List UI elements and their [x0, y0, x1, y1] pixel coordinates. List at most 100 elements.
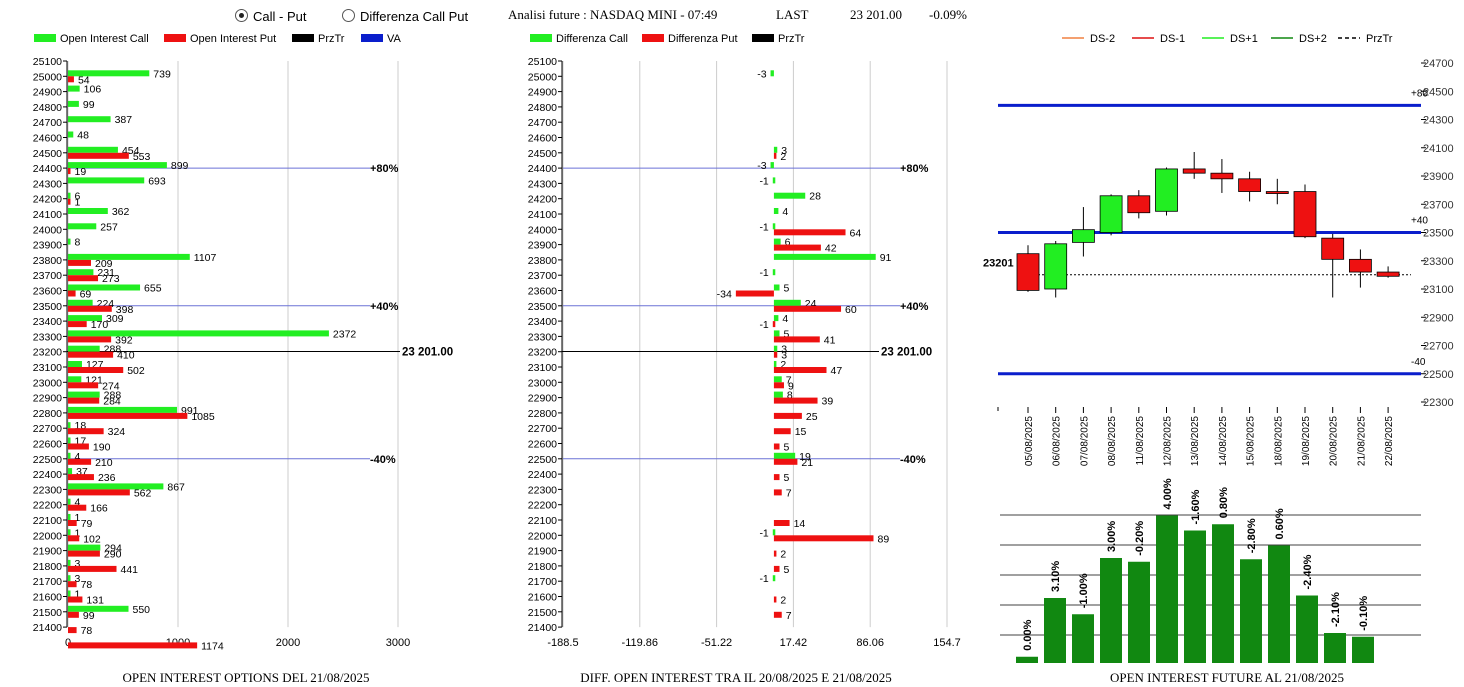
- bar-value-label: 5: [784, 564, 790, 576]
- bar-value-label: 3: [781, 145, 787, 157]
- bar: [770, 162, 774, 169]
- y-tick-label: 23700: [1423, 199, 1454, 211]
- bar-value-label: 78: [81, 579, 93, 591]
- y-tick-label: 22200: [528, 500, 557, 512]
- bar-value-label: 7: [786, 487, 792, 499]
- bar-value-label: 106: [84, 84, 102, 96]
- bar: [773, 229, 846, 236]
- bar: [773, 351, 778, 358]
- bar-value-label: 2: [780, 549, 786, 561]
- legend-label: PrzTr: [1366, 33, 1393, 45]
- y-tick-label: 25000: [33, 71, 62, 83]
- y-tick-label: 24000: [528, 224, 557, 236]
- bar-value-label: 693: [148, 175, 166, 187]
- bar: [1352, 636, 1374, 663]
- y-tick-label: 24200: [33, 194, 62, 206]
- bar-value-label: -0.20%: [1134, 521, 1146, 556]
- bar: [68, 581, 77, 588]
- x-tick-label: 154.7: [933, 637, 961, 649]
- bar: [68, 452, 71, 459]
- radio-differenza-label: Differenza Call Put: [360, 9, 469, 24]
- bar: [68, 345, 100, 352]
- bar-value-label: 64: [850, 227, 862, 239]
- bar: [68, 498, 71, 505]
- y-tick-label: 22400: [33, 469, 62, 481]
- bar: [772, 529, 776, 536]
- bar-value-label: -1.60%: [1190, 489, 1202, 524]
- radio-unselected-icon: [342, 9, 355, 22]
- bar-value-label: 7: [786, 610, 792, 622]
- bar: [1184, 530, 1206, 663]
- oi-diff-chart: Differenza Call Differenza Put PrzTr -188.5…: [528, 33, 961, 685]
- radio-call-put[interactable]: Call - Put: [235, 9, 306, 24]
- legend-label: Open Interest Call: [60, 33, 149, 45]
- bar-value-label: 502: [127, 365, 145, 377]
- bar: [68, 152, 129, 159]
- bar-value-label: -2.10%: [1330, 592, 1342, 627]
- bar-value-label: 257: [100, 221, 118, 233]
- bar: [68, 315, 102, 322]
- bar-value-label: 5: [784, 328, 790, 340]
- bar: [773, 535, 874, 542]
- x-tick-label: 06/08/2025: [1052, 416, 1063, 466]
- bar: [773, 305, 842, 312]
- y-tick-label: 22500: [1423, 369, 1454, 381]
- bar: [68, 458, 92, 465]
- legend-swatch: [164, 34, 186, 42]
- y-tick-label: 23300: [528, 331, 557, 343]
- candle-body: [1265, 191, 1289, 194]
- bar-value-label: 294: [104, 543, 122, 555]
- y-tick-label: 21400: [33, 622, 62, 634]
- bar-value-label: 3: [781, 350, 787, 362]
- legend-label: PrzTr: [778, 33, 805, 45]
- bar-value-label: 324: [108, 426, 126, 438]
- price-label: 23201: [983, 258, 1014, 270]
- y-tick-label: 24400: [33, 163, 62, 175]
- last-change: -0.09%: [929, 7, 967, 22]
- radio-selected-icon: [235, 9, 248, 22]
- y-tick-label: 22800: [33, 408, 62, 420]
- legend-swatch: [361, 34, 383, 42]
- bar-value-label: 739: [153, 68, 171, 80]
- bar: [1072, 614, 1094, 663]
- bar-value-label: 3.10%: [1050, 561, 1062, 592]
- x-tick-label: 86.06: [856, 637, 884, 649]
- bar-value-label: 1107: [194, 252, 217, 264]
- bar-value-label: -0.10%: [1358, 596, 1370, 631]
- y-tick-label: 22100: [528, 515, 557, 527]
- legend-label: DS+1: [1230, 33, 1258, 45]
- candlestick-chart: DS-2 DS-1 DS+1 DS+2 PrzTr 24700 24500 24300 2410…: [983, 33, 1454, 466]
- bar: [773, 452, 796, 459]
- y-tick-label: 24100: [528, 209, 557, 221]
- y-tick-label: 23200: [528, 347, 557, 359]
- bar: [773, 489, 782, 496]
- radio-differenza[interactable]: Differenza Call Put: [342, 9, 468, 24]
- y-tick-label: 24700: [1423, 58, 1454, 70]
- bar: [773, 146, 778, 153]
- x-tick-label: 20/08/2025: [1329, 416, 1340, 466]
- bar-value-label: 78: [81, 625, 93, 637]
- x-tick-label: -188.5: [547, 637, 578, 649]
- bar-value-label: 550: [133, 604, 151, 616]
- va-label: +40%: [370, 301, 399, 313]
- bar: [68, 559, 71, 566]
- bar-value-label: 24: [805, 298, 817, 310]
- bar-value-label: 21: [801, 457, 813, 469]
- bar-value-label: 6: [785, 237, 791, 249]
- y-tick-label: 23800: [33, 255, 62, 267]
- oi-future-chart: 0.00% 3.10% -1.00% 3.00% -0.20% 4.00% -1.60% 0.…: [1000, 478, 1421, 685]
- bar-value-label: 899: [171, 160, 189, 172]
- future-title: Analisi future : NASDAQ MINI - 07:49: [508, 7, 718, 22]
- bar-value-label: 0.60%: [1274, 508, 1286, 539]
- bar: [1156, 515, 1178, 663]
- bar: [773, 367, 827, 373]
- candle-body: [1376, 271, 1400, 277]
- bar: [770, 70, 774, 77]
- bar: [68, 290, 76, 297]
- bar: [68, 361, 82, 367]
- bar-value-label: 441: [121, 564, 139, 576]
- bar: [68, 376, 82, 383]
- bar-value-label: -1: [759, 175, 768, 187]
- bar: [68, 367, 124, 373]
- bar: [68, 336, 112, 343]
